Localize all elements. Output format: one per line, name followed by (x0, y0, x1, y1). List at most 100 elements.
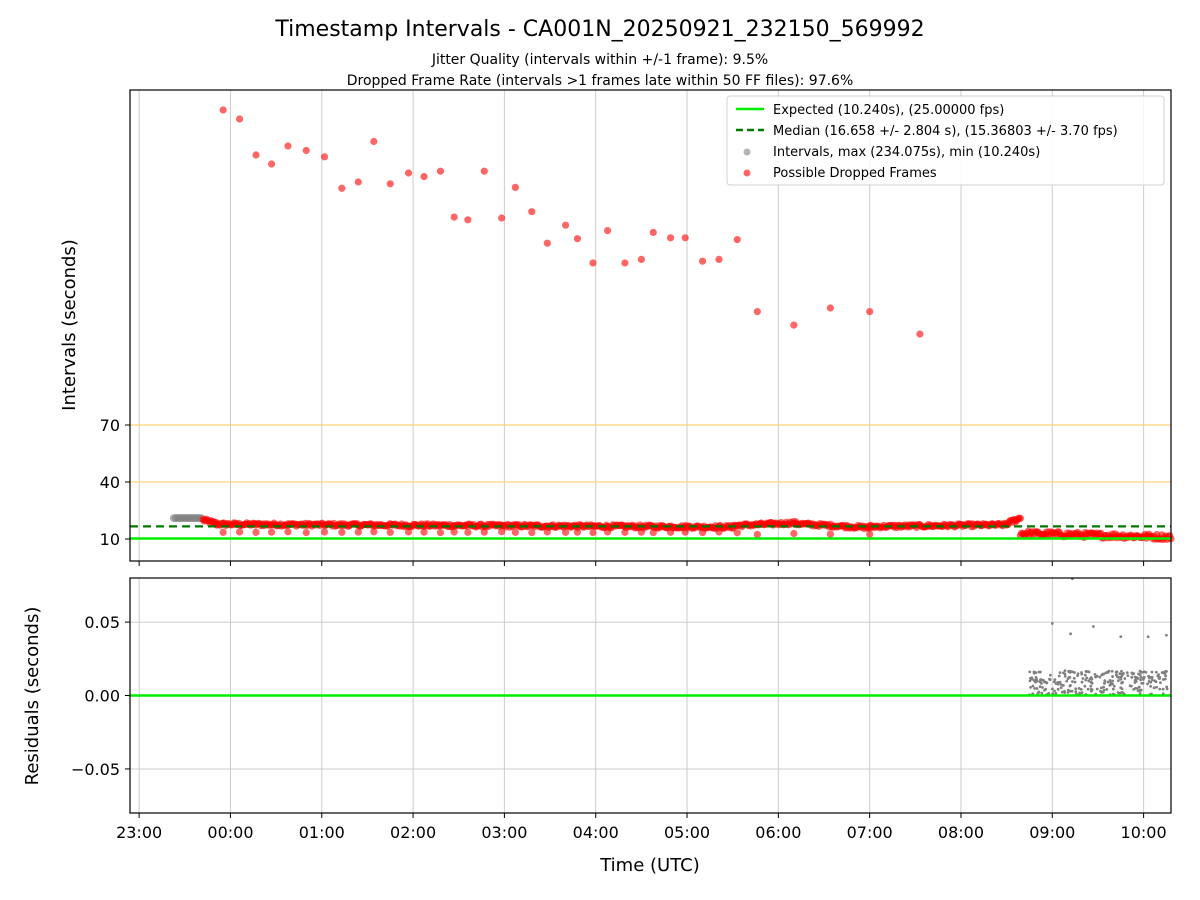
legend-dropped-label: Possible Dropped Frames (773, 166, 937, 181)
residual-point (1136, 689, 1140, 693)
dropped-frame-point (866, 308, 874, 316)
residuals-x-tick-label: 04:00 (573, 823, 619, 842)
residual-point (1123, 677, 1127, 680)
dropped-frame-point (621, 528, 629, 536)
residual-point (1103, 681, 1106, 685)
chart-title: Timestamp Intervals - CA001N_20250921_23… (274, 17, 924, 42)
residual-point (1074, 687, 1078, 691)
residual-point (1040, 691, 1044, 695)
residual-point (1150, 678, 1154, 682)
residuals-x-tick-label: 23:00 (116, 823, 162, 842)
residual-point (1136, 677, 1140, 680)
residual-point (1149, 680, 1153, 684)
dropped-frame-point (338, 184, 346, 192)
residuals-x-tick-label: 05:00 (664, 823, 710, 842)
residuals-x-tick-label: 06:00 (755, 823, 801, 842)
residuals-y-label: Residuals (seconds) (22, 607, 43, 786)
residual-point (1068, 676, 1072, 679)
dropped-frame-point (916, 330, 924, 338)
residual-point (1130, 675, 1134, 679)
residual-point (1071, 680, 1074, 683)
dropped-frame-point (826, 304, 834, 312)
dropped-frame-point (561, 528, 570, 536)
residuals-x-tick-label: 00:00 (207, 823, 253, 842)
residual-point (1037, 670, 1041, 674)
dropped-frame-point (450, 213, 458, 221)
legend-intervals-label: Intervals, max (234.075s), min (10.240s) (773, 145, 1040, 160)
dropped-frame-point (543, 528, 551, 536)
residual-point (1139, 678, 1143, 682)
dropped-frame-point (621, 259, 629, 267)
residual-point (1058, 680, 1062, 684)
legend-dropped-swatch (743, 169, 751, 177)
residual-point (1074, 690, 1078, 694)
residual-point (1157, 673, 1160, 676)
residual-point (1134, 680, 1138, 683)
dropped-frame-point (681, 234, 689, 242)
dropped-frame-point (219, 106, 227, 114)
dropped-frame-point (404, 169, 413, 177)
residual-point (1109, 682, 1113, 686)
residual-point (1150, 670, 1154, 674)
residual-point (1150, 675, 1154, 679)
dropped-frame-point (573, 235, 582, 243)
residual-point (1159, 681, 1162, 685)
residual-outlier-point (1146, 635, 1150, 639)
dropped-frame-point (354, 528, 362, 536)
intervals-y-tick-label: 10 (100, 530, 120, 549)
residual-point (1029, 686, 1032, 689)
intervals-axes-frame (129, 89, 1172, 562)
residual-point (1060, 690, 1064, 694)
residual-point (1067, 669, 1071, 673)
dropped-frame-point (790, 321, 798, 329)
dropped-frame-point (666, 234, 675, 242)
residual-point (1155, 685, 1158, 689)
intervals-series (130, 106, 1175, 544)
dropped-frame-point (561, 221, 570, 229)
residual-point (1085, 676, 1089, 680)
residual-point (1116, 691, 1120, 694)
residual-outlier-point (1119, 635, 1123, 639)
dropped-frame-point (589, 528, 597, 537)
residual-point (1066, 691, 1070, 694)
residual-point (1079, 687, 1083, 691)
dropped-frame-point (219, 528, 227, 536)
residual-point (1078, 691, 1082, 695)
residual-point (1138, 692, 1142, 695)
residual-point (1102, 685, 1106, 689)
intervals-x-ticks (138, 561, 1145, 566)
residual-point (1093, 673, 1097, 676)
dropped-frame-point (543, 239, 551, 247)
residual-point (1077, 686, 1081, 690)
residual-point (1089, 684, 1093, 688)
residuals-x-tick-label: 07:00 (847, 823, 893, 842)
residual-point (1131, 672, 1135, 676)
residual-point (1154, 670, 1158, 674)
residual-point (1137, 685, 1141, 689)
residual-point (1040, 681, 1043, 685)
dropped-frame-point (698, 257, 707, 265)
residual-outlier-point (1165, 633, 1168, 637)
residual-point (1045, 681, 1049, 685)
dropped-frame-point (420, 173, 428, 181)
legend: Expected (10.240s), (25.00000 fps) Media… (726, 95, 1165, 186)
dropped-frame-point (386, 528, 394, 536)
dropped-frame-point (637, 528, 645, 536)
residual-point (1054, 692, 1058, 695)
residual-point (1144, 670, 1148, 674)
residual-point (1158, 687, 1162, 691)
residuals-y-tick-label: 0.00 (84, 687, 120, 706)
dropped-frame-point (436, 167, 445, 175)
chart-subtitle-jitter: Jitter Quality (intervals within +/-1 fr… (431, 52, 768, 68)
residual-point (1125, 671, 1129, 675)
residual-point (1090, 681, 1094, 685)
dropped-frame-point (753, 308, 761, 316)
residual-point (1031, 684, 1035, 688)
residual-point (1084, 669, 1088, 673)
dropped-frame-point (573, 528, 582, 536)
dropped-frame-point (267, 528, 276, 536)
residual-point (1028, 670, 1032, 674)
residual-point (1110, 669, 1114, 673)
residual-point (1039, 678, 1042, 682)
